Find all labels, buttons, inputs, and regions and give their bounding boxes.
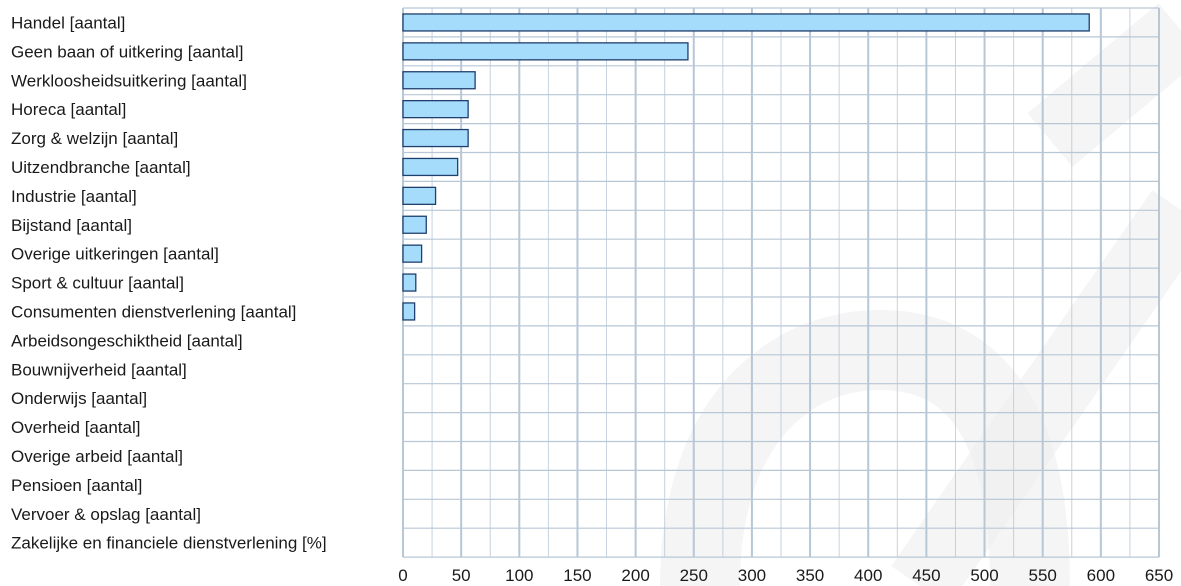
x-tick-label: 250 (680, 566, 708, 585)
category-label: Arbeidsongeschiktheid [aantal] (11, 331, 243, 350)
category-label: Sport & cultuur [aantal] (11, 274, 184, 293)
category-label: Uitzendbranche [aantal] (11, 158, 191, 177)
category-label: Vervoer & opslag [aantal] (11, 505, 201, 524)
x-tick-label: 300 (738, 566, 766, 585)
category-label: Overige arbeid [aantal] (11, 447, 183, 466)
category-label: Zorg & welzijn [aantal] (11, 129, 178, 148)
x-tick-label: 450 (912, 566, 940, 585)
watermark (660, 3, 1181, 586)
x-tick-label: 600 (1087, 566, 1115, 585)
category-label: Overheid [aantal] (11, 418, 140, 437)
bar (402, 186, 437, 206)
category-label: Horeca [aantal] (11, 100, 126, 119)
category-label: Onderwijs [aantal] (11, 389, 147, 408)
bars-group (402, 13, 1090, 321)
bar (402, 71, 476, 90)
category-label: Geen baan of uitkering [aantal] (11, 42, 244, 61)
bar (402, 215, 427, 234)
bar (402, 13, 1090, 32)
x-tick-label: 200 (621, 566, 649, 585)
x-tick-label: 100 (505, 566, 533, 585)
bar (402, 100, 469, 119)
category-label: Consumenten dienstverlening [aantal] (11, 302, 296, 321)
bar (402, 273, 417, 292)
category-label: Werkloosheidsuitkering [aantal] (11, 71, 247, 90)
bar (402, 302, 416, 321)
category-label: Bouwnijverheid [aantal] (11, 360, 187, 379)
category-label: Handel [aantal] (11, 13, 125, 32)
category-label: Bijstand [aantal] (11, 216, 132, 235)
bar (402, 157, 459, 177)
bar (402, 244, 423, 263)
x-axis-ticks: 0 50 100 150 200 250 300 350 400 450 500 550 600 650 (398, 566, 1173, 585)
bar (402, 42, 689, 61)
x-tick-label: 350 (796, 566, 824, 585)
category-label: Industrie [aantal] (11, 187, 137, 206)
bar (402, 128, 469, 148)
chart-grid (402, 7, 1160, 558)
category-label: Overige uitkeringen [aantal] (11, 245, 219, 264)
x-tick-label: 650 (1145, 566, 1173, 585)
x-tick-label: 500 (970, 566, 998, 585)
category-label: Pensioen [aantal] (11, 476, 142, 495)
x-tick-label: 50 (452, 566, 471, 585)
x-tick-label: 0 (398, 566, 407, 585)
x-tick-label: 550 (1029, 566, 1057, 585)
x-tick-label: 150 (563, 566, 591, 585)
category-labels: Handel [aantal] Geen baan of uitkering [a… (11, 13, 327, 552)
x-tick-label: 400 (854, 566, 882, 585)
category-label: Zakelijke en financiele dienstverlening … (11, 534, 327, 553)
